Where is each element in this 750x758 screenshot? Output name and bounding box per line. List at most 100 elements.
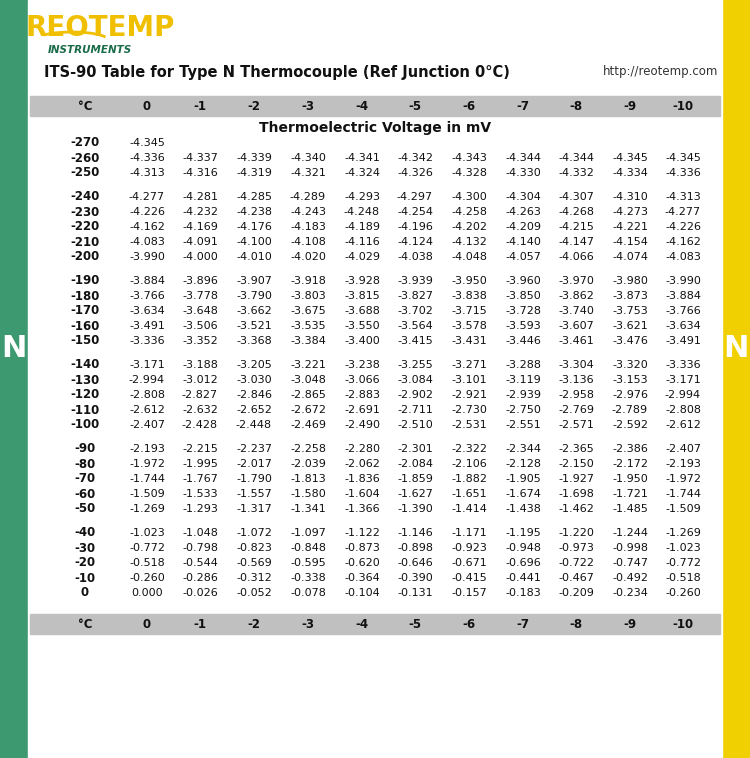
Text: -1.604: -1.604: [344, 489, 380, 499]
Text: -0.209: -0.209: [558, 588, 594, 598]
Text: -1.995: -1.995: [182, 459, 218, 469]
Text: -0.026: -0.026: [182, 588, 218, 598]
Text: -4.304: -4.304: [505, 192, 541, 202]
Text: -1.744: -1.744: [665, 489, 701, 499]
Text: -190: -190: [70, 274, 100, 287]
Text: -1.972: -1.972: [665, 474, 701, 484]
Text: -0.998: -0.998: [612, 543, 648, 553]
Text: -7: -7: [517, 99, 530, 112]
Text: -4.038: -4.038: [397, 252, 433, 262]
Text: -2.407: -2.407: [129, 420, 165, 430]
Text: -4.328: -4.328: [451, 168, 487, 178]
Text: -3.980: -3.980: [612, 276, 648, 286]
Text: -0.544: -0.544: [182, 558, 218, 568]
Text: -0.595: -0.595: [290, 558, 326, 568]
Text: 0.000: 0.000: [131, 588, 163, 598]
Text: -3: -3: [302, 618, 314, 631]
Text: -2.215: -2.215: [182, 444, 218, 454]
Text: -3.728: -3.728: [505, 306, 541, 316]
Text: -1.220: -1.220: [558, 528, 594, 538]
Text: -1.744: -1.744: [129, 474, 165, 484]
Text: -3.171: -3.171: [665, 375, 700, 385]
Text: -3.634: -3.634: [665, 321, 700, 331]
Text: -3.850: -3.850: [506, 291, 541, 301]
Text: -3.491: -3.491: [665, 336, 701, 346]
Text: -5: -5: [409, 99, 422, 112]
Text: -3.939: -3.939: [397, 276, 433, 286]
Text: -3.153: -3.153: [612, 375, 648, 385]
Text: -40: -40: [74, 527, 96, 540]
Text: -2.551: -2.551: [506, 420, 541, 430]
Text: -4.332: -4.332: [558, 168, 594, 178]
Text: -4.202: -4.202: [451, 222, 487, 232]
Text: -4.334: -4.334: [612, 168, 648, 178]
Text: -3.446: -3.446: [505, 336, 541, 346]
Text: -1: -1: [194, 618, 206, 631]
Text: -2.365: -2.365: [558, 444, 594, 454]
Text: -5: -5: [409, 618, 422, 631]
Text: -230: -230: [70, 205, 100, 218]
Text: -4.183: -4.183: [290, 222, 326, 232]
Text: -2.865: -2.865: [290, 390, 326, 400]
Text: -1.341: -1.341: [290, 504, 326, 514]
Text: -2.128: -2.128: [505, 459, 541, 469]
Text: N: N: [723, 334, 748, 363]
Text: -3.702: -3.702: [397, 306, 433, 316]
Text: -2.883: -2.883: [344, 390, 380, 400]
Text: -2.571: -2.571: [558, 420, 594, 430]
Text: -1.462: -1.462: [558, 504, 594, 514]
Text: 0: 0: [143, 618, 151, 631]
Text: -3.778: -3.778: [182, 291, 218, 301]
Text: -1.366: -1.366: [344, 504, 380, 514]
Text: -4: -4: [356, 618, 368, 631]
Text: -3.066: -3.066: [344, 375, 380, 385]
Text: -1.557: -1.557: [236, 489, 272, 499]
Text: -150: -150: [70, 334, 100, 347]
Text: -2.062: -2.062: [344, 459, 380, 469]
Text: -4.169: -4.169: [182, 222, 218, 232]
Text: -1.171: -1.171: [452, 528, 487, 538]
Text: -2.808: -2.808: [665, 405, 701, 415]
Text: -2.490: -2.490: [344, 420, 380, 430]
Text: -6: -6: [463, 99, 476, 112]
Text: -3.990: -3.990: [665, 276, 701, 286]
Text: -60: -60: [74, 487, 96, 500]
Text: -10: -10: [673, 618, 694, 631]
Text: -2.322: -2.322: [451, 444, 487, 454]
Text: -260: -260: [70, 152, 100, 164]
Text: -4.221: -4.221: [612, 222, 648, 232]
Text: -9: -9: [623, 618, 637, 631]
Text: -2.510: -2.510: [398, 420, 433, 430]
Text: -3.415: -3.415: [398, 336, 433, 346]
Text: -8: -8: [569, 618, 583, 631]
Text: -3.431: -3.431: [452, 336, 487, 346]
Text: -4.091: -4.091: [182, 237, 218, 247]
Text: REOTEMP: REOTEMP: [26, 14, 175, 42]
Text: -4.258: -4.258: [451, 207, 487, 217]
Text: -3.336: -3.336: [665, 360, 700, 370]
Text: -4.344: -4.344: [558, 153, 594, 163]
Text: -1.651: -1.651: [452, 489, 487, 499]
Text: -1.836: -1.836: [344, 474, 380, 484]
Text: -1.485: -1.485: [612, 504, 648, 514]
Text: -3.171: -3.171: [129, 360, 165, 370]
Text: -3.766: -3.766: [129, 291, 165, 301]
Text: -70: -70: [74, 472, 95, 486]
Text: -0.390: -0.390: [398, 573, 433, 583]
Text: -3.136: -3.136: [558, 375, 594, 385]
Text: -0.569: -0.569: [236, 558, 272, 568]
Text: 0: 0: [81, 587, 89, 600]
Bar: [30, 96, 720, 116]
Text: -2.193: -2.193: [665, 459, 701, 469]
Text: -3.970: -3.970: [558, 276, 594, 286]
Text: -2.237: -2.237: [236, 444, 272, 454]
Text: -3.990: -3.990: [129, 252, 165, 262]
Text: -3.862: -3.862: [558, 291, 594, 301]
Text: -3.012: -3.012: [182, 375, 218, 385]
Text: -4.226: -4.226: [129, 207, 165, 217]
Text: -3.634: -3.634: [129, 306, 165, 316]
Text: -3.119: -3.119: [506, 375, 541, 385]
Text: -3.461: -3.461: [558, 336, 594, 346]
Text: -3.400: -3.400: [344, 336, 380, 346]
Text: -8: -8: [569, 99, 583, 112]
